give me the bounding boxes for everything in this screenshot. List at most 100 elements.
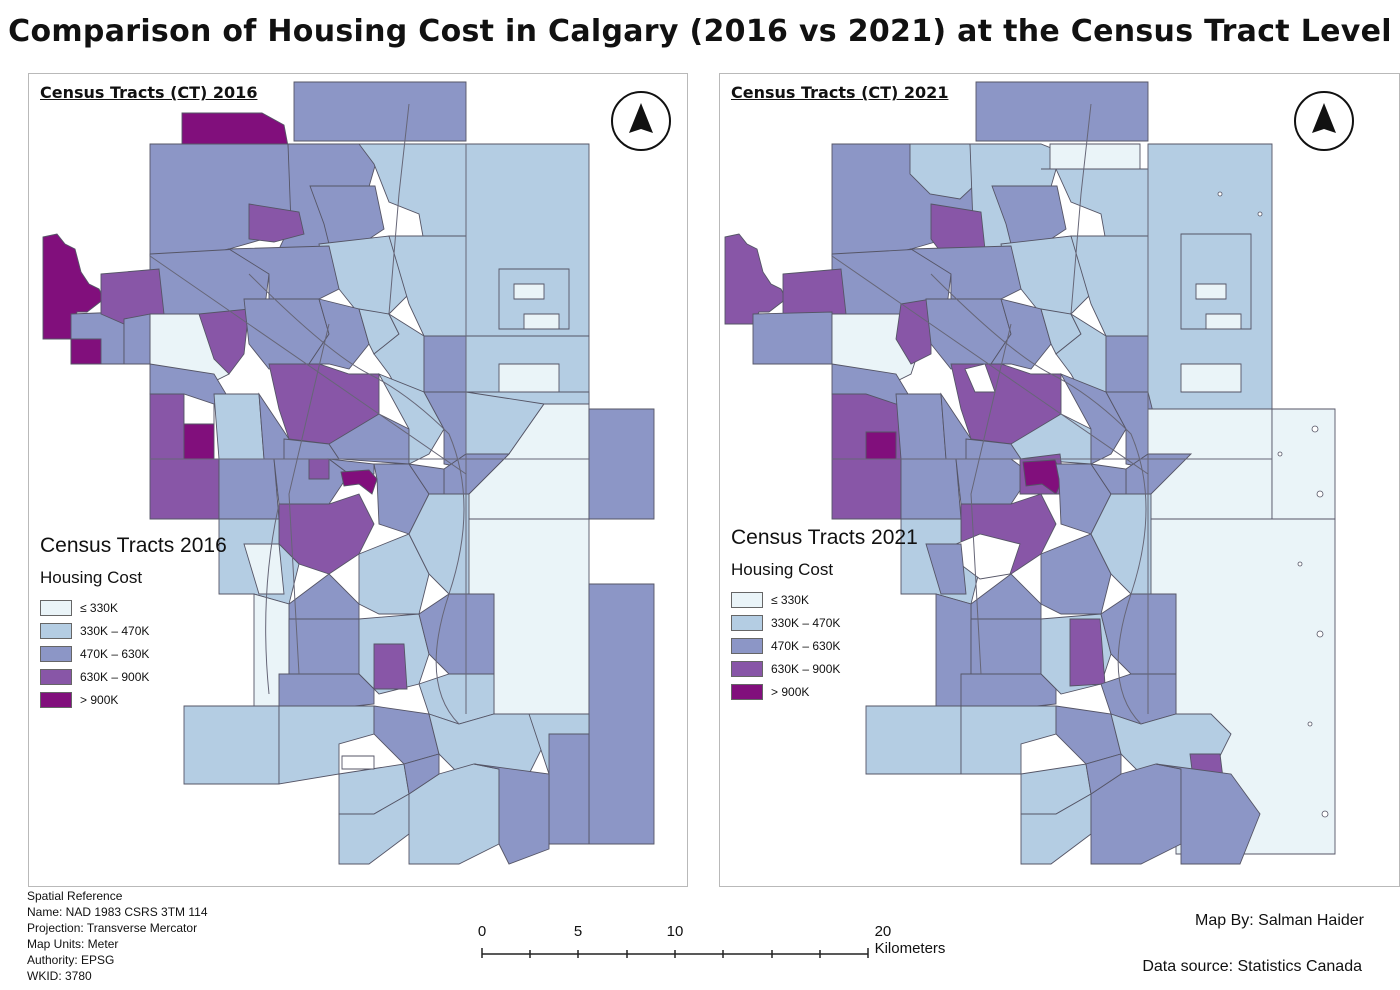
census-tract <box>149 363 230 405</box>
census-tract <box>865 705 962 775</box>
census-tract <box>1271 408 1336 520</box>
spatial-name: Name: NAD 1983 CSRS 3TM 114 <box>27 905 208 919</box>
census-tract <box>243 543 285 595</box>
census-tract <box>288 573 360 620</box>
census-tract <box>1205 313 1242 330</box>
scale-label: 10 <box>666 923 684 940</box>
census-tract <box>181 112 289 147</box>
spatial-units: Map Units: Meter <box>27 937 119 951</box>
census-tract <box>308 458 330 480</box>
map-title: Comparison of Housing Cost in Calgary (2… <box>8 14 1392 49</box>
census-tract <box>418 593 495 675</box>
census-tract <box>213 393 265 460</box>
census-tract <box>198 308 250 375</box>
legend-item: > 900K <box>40 688 227 711</box>
census-tract <box>340 469 378 495</box>
spatial-reference: Spatial Reference Name: NAD 1983 CSRS 3T… <box>27 888 208 984</box>
census-tract <box>1085 753 1122 795</box>
legend-item: > 900K <box>731 680 918 703</box>
legend-item: ≤ 330K <box>40 596 227 619</box>
census-tract <box>341 755 375 770</box>
census-tract <box>428 713 550 775</box>
legend-swatch <box>731 614 763 631</box>
census-tract <box>1180 233 1252 330</box>
census-tract <box>218 458 280 520</box>
census-tract <box>975 81 1149 142</box>
legend-subtitle: Housing Cost <box>731 560 834 579</box>
legend-item: 470K – 630K <box>40 642 227 665</box>
census-tract <box>293 81 467 142</box>
legend-item: 630K – 900K <box>40 665 227 688</box>
legend-item: 470K – 630K <box>731 634 918 657</box>
spatial-wkid: WKID: 3780 <box>27 969 92 983</box>
census-tract <box>895 393 947 460</box>
census-tract <box>1069 618 1106 687</box>
data-source: Data source: Statistics Canada <box>1142 958 1362 975</box>
census-tract <box>288 618 360 675</box>
census-tract <box>473 763 550 865</box>
census-tract <box>588 583 655 845</box>
scale-bar-line <box>481 948 869 958</box>
census-tract <box>70 338 102 365</box>
legend-title: Census Tracts 2016 <box>40 534 227 557</box>
legend-swatch <box>40 668 72 685</box>
panel-heading: Census Tracts (CT) 2021 <box>731 83 949 102</box>
census-tract <box>1155 763 1261 865</box>
legend-item: 630K – 900K <box>731 657 918 680</box>
legend-swatch <box>40 691 72 708</box>
scale-label: 5 <box>573 923 583 940</box>
legend-swatch <box>40 645 72 662</box>
panel-heading: Census Tracts (CT) 2016 <box>40 83 258 102</box>
census-tract <box>1100 593 1177 675</box>
legend-swatch <box>731 660 763 677</box>
legend-swatch <box>40 599 72 616</box>
census-tract <box>513 283 545 300</box>
scale-bar: 0 5 10 20 Kilometers <box>470 920 970 970</box>
legend-item: 330K – 470K <box>731 611 918 634</box>
legend-title: Census Tracts 2021 <box>731 526 918 549</box>
scale-label: 0 <box>477 923 487 940</box>
legend-swatch <box>40 622 72 639</box>
census-tract <box>960 705 1057 775</box>
census-tract <box>925 543 967 595</box>
map-panel-2016: Census Tracts (CT) 2016 Census Tracts 20… <box>28 73 688 887</box>
census-tract <box>1195 283 1227 300</box>
legend-item: ≤ 330K <box>731 588 918 611</box>
legend-swatch <box>731 683 763 700</box>
north-arrow-icon <box>611 91 671 151</box>
legend-2021: Census Tracts 2021 Housing Cost ≤ 330K 3… <box>731 526 918 703</box>
census-tract <box>970 573 1042 620</box>
legend-swatch <box>731 591 763 608</box>
census-tract <box>183 705 280 785</box>
census-tract <box>865 431 897 460</box>
legend-2016: Census Tracts 2016 Housing Cost ≤ 330K 3… <box>40 534 227 711</box>
census-tract <box>900 458 962 520</box>
census-tract <box>970 618 1042 675</box>
census-tract <box>724 233 787 325</box>
spatial-heading: Spatial Reference <box>27 889 123 903</box>
census-tract <box>831 363 912 405</box>
north-arrow-icon <box>1294 91 1354 151</box>
legend-swatch <box>731 637 763 654</box>
census-tract <box>423 335 467 393</box>
spatial-authority: Authority: EPSG <box>27 953 115 967</box>
spatial-projection: Projection: Transverse Mercator <box>27 921 198 935</box>
scale-label: 20 Kilometers <box>874 923 946 957</box>
census-tract <box>373 643 408 690</box>
census-tract <box>403 753 440 795</box>
census-tract <box>248 203 305 243</box>
choropleth-map-2016 <box>42 81 655 865</box>
census-tract <box>183 423 215 460</box>
census-tract <box>588 408 655 520</box>
census-tract <box>1049 143 1141 170</box>
legend-item: 330K – 470K <box>40 619 227 642</box>
census-tract <box>123 313 151 365</box>
map-panel-2021: Census Tracts (CT) 2021 Census Tracts 20… <box>719 73 1400 887</box>
census-tract <box>752 311 833 365</box>
census-tract <box>498 363 560 393</box>
choropleth-map-2021 <box>724 81 1336 865</box>
census-tract <box>523 313 560 330</box>
census-tract <box>1022 459 1064 495</box>
census-tract <box>548 733 590 845</box>
map-credit: Map By: Salman Haider <box>1195 912 1364 929</box>
